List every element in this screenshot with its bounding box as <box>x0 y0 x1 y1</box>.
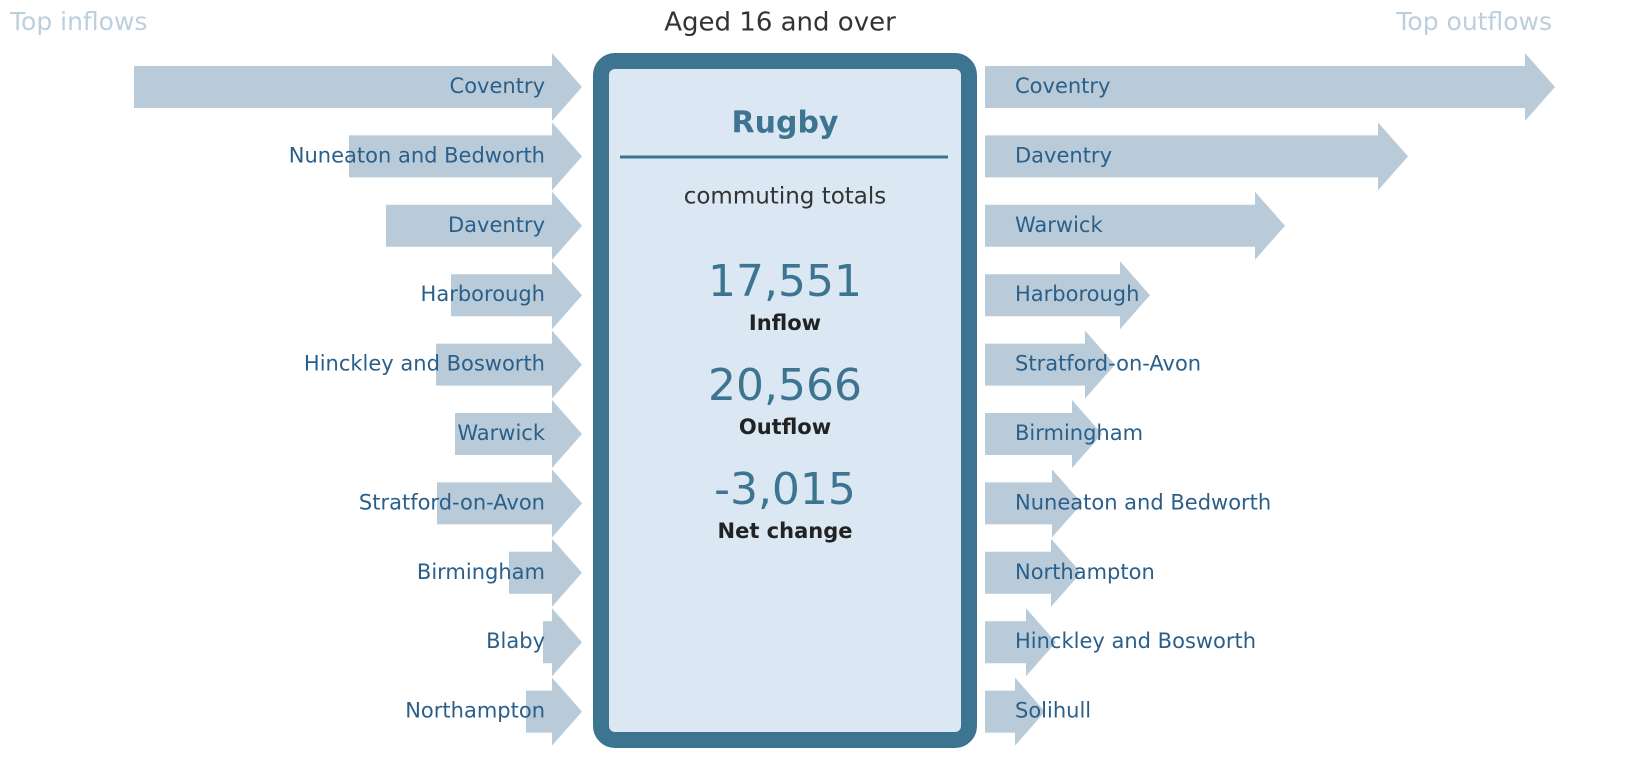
outflow-arrow <box>985 400 1102 468</box>
total-label: Net change <box>718 519 853 543</box>
inflow-label: Hinckley and Bosworth <box>304 352 545 376</box>
arrows <box>134 53 1555 746</box>
outflow-arrow <box>985 191 1285 260</box>
outflow-arrow <box>985 53 1555 121</box>
outflow-arrow <box>985 261 1150 330</box>
totals: 17,551 Inflow 20,566 Outflow -3,015 Net chang… <box>708 256 862 543</box>
subtitle: commuting totals <box>684 184 887 210</box>
inflow-arrow <box>526 677 582 746</box>
inflow-arrow <box>437 469 582 538</box>
inflow-arrow <box>349 122 582 191</box>
inflow-arrow <box>386 191 582 260</box>
inflow-label: Blaby <box>486 629 545 653</box>
outflow-arrow <box>985 330 1115 399</box>
place-name: Rugby <box>732 106 839 141</box>
outflow-label: Stratford-on-Avon <box>1015 352 1201 376</box>
outflow-label: Harborough <box>1015 282 1139 306</box>
inflow-label: Harborough <box>421 282 545 306</box>
outflow-label: Coventry <box>1015 74 1110 98</box>
outflow-label: Solihull <box>1015 699 1091 723</box>
outflow-label: Warwick <box>1015 213 1103 237</box>
outflow-arrow <box>985 608 1056 677</box>
inflow-label: Daventry <box>448 213 545 237</box>
inflow-label: Coventry <box>450 74 545 98</box>
total-label: Outflow <box>739 415 831 439</box>
summary-box <box>593 53 977 748</box>
outflow-arrow <box>985 538 1081 607</box>
inflows-heading: Top inflows <box>9 7 147 36</box>
outflow-label: Northampton <box>1015 560 1155 584</box>
inflow-label: Birmingham <box>417 560 545 584</box>
outflow-label: Daventry <box>1015 143 1112 167</box>
inflow-arrow <box>134 53 582 121</box>
inflow-label: Northampton <box>405 699 545 723</box>
total-number: 20,566 <box>708 360 862 411</box>
total-number: 17,551 <box>708 256 862 307</box>
inflow-arrow <box>451 261 582 330</box>
total-label: Inflow <box>749 311 821 335</box>
outflows-heading: Top outflows <box>1395 7 1552 36</box>
title: Aged 16 and over <box>664 8 896 38</box>
inflow-label: Nuneaton and Bedworth <box>289 143 545 167</box>
inflow-label: Stratford-on-Avon <box>359 490 545 514</box>
outflow-arrow <box>985 122 1408 191</box>
inflow-arrow <box>543 608 582 677</box>
total-number: -3,015 <box>714 464 856 515</box>
inflow-arrow <box>509 538 582 607</box>
outflow-label: Hinckley and Bosworth <box>1015 629 1256 653</box>
outflow-label: Birmingham <box>1015 421 1143 445</box>
inflow-arrow <box>436 330 582 399</box>
inflow-arrow <box>455 400 582 468</box>
outflow-arrow <box>985 677 1045 746</box>
inflow-label: Warwick <box>457 421 545 445</box>
outflow-arrow <box>985 469 1082 538</box>
outflow-label: Nuneaton and Bedworth <box>1015 490 1271 514</box>
